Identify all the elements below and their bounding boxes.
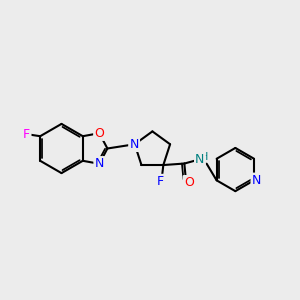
Text: F: F bbox=[23, 128, 30, 141]
Text: N: N bbox=[252, 174, 261, 187]
Text: O: O bbox=[94, 127, 104, 140]
Text: H: H bbox=[200, 152, 208, 162]
Text: N: N bbox=[94, 157, 104, 170]
Text: F: F bbox=[157, 175, 164, 188]
Text: N: N bbox=[195, 152, 205, 166]
Text: O: O bbox=[184, 176, 194, 189]
Text: N: N bbox=[129, 138, 139, 151]
